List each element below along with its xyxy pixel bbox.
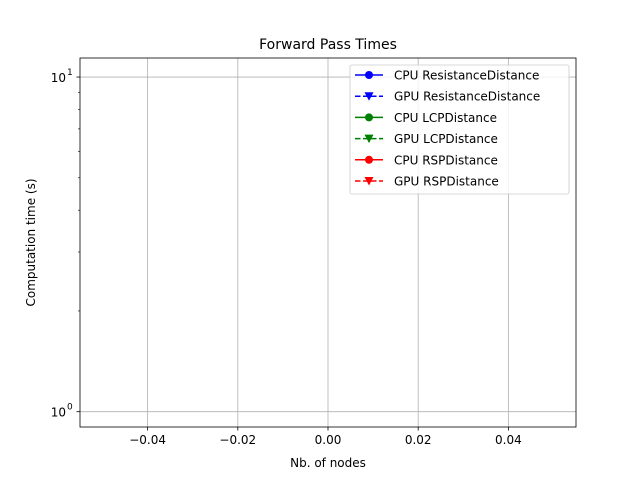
legend-label-2: CPU LCPDistance	[394, 111, 497, 125]
legend-label-0: CPU ResistanceDistance	[394, 69, 539, 83]
legend-marker-triangle-1	[364, 92, 374, 101]
chart-title: Forward Pass Times	[259, 37, 397, 53]
legend-marker-circle-0	[365, 71, 373, 79]
x-tick-labels: −0.04 −0.02 0.00 0.02 0.04	[129, 433, 521, 447]
plot-frame	[79, 57, 577, 428]
y-tick-base: 10	[51, 71, 66, 85]
x-tick-label: 0.02	[405, 433, 432, 447]
legend-label-5: GPU RSPDistance	[394, 175, 499, 189]
y-tick-exponent: 1	[67, 68, 73, 78]
x-axis-label: Nb. of nodes	[290, 456, 366, 470]
legend-marker-triangle-3	[364, 134, 374, 144]
legend-marker-circle-4	[365, 155, 373, 164]
legend-box	[349, 64, 570, 195]
x-tick-label: −0.02	[219, 433, 256, 447]
y-axis-label: Computation time (s)	[24, 178, 38, 306]
x-tick-label: 0.04	[495, 433, 522, 447]
legend: CPU ResistanceDistance GPU ResistanceDist…	[349, 64, 570, 195]
legend-marker-triangle-5	[364, 177, 374, 186]
legend-label-3: GPU LCPDistance	[394, 132, 498, 146]
legend-marker-circle-2	[365, 113, 373, 122]
legend-label-1: GPU ResistanceDistance	[394, 90, 540, 104]
legend-label-4: CPU RSPDistance	[394, 153, 498, 167]
y-tick-base: 10	[51, 406, 66, 420]
x-tick-label: −0.04	[129, 433, 166, 447]
x-tick-label: 0.00	[315, 433, 342, 447]
y-tick-exponent: 0	[67, 403, 73, 413]
